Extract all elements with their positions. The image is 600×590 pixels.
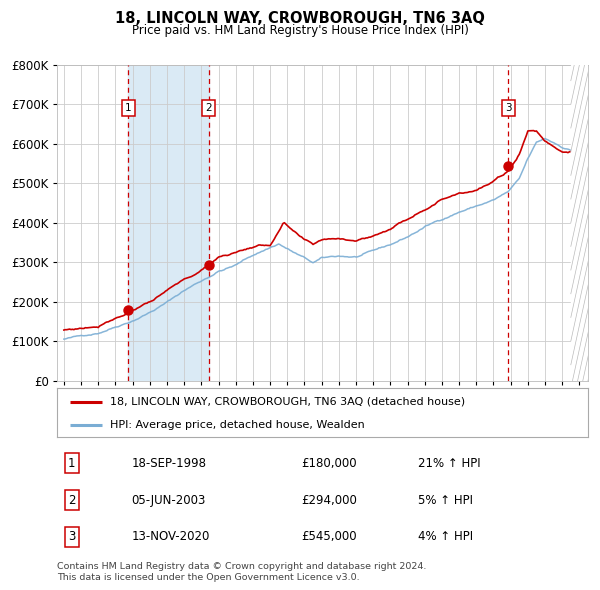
Text: 1: 1 <box>125 103 131 113</box>
Text: 2: 2 <box>68 493 76 507</box>
Bar <box>571 65 600 381</box>
Bar <box>128 65 209 381</box>
Text: £545,000: £545,000 <box>301 530 357 543</box>
Text: 3: 3 <box>505 103 512 113</box>
Text: £294,000: £294,000 <box>301 493 357 507</box>
Text: 05-JUN-2003: 05-JUN-2003 <box>131 493 206 507</box>
Text: HPI: Average price, detached house, Wealden: HPI: Average price, detached house, Weal… <box>110 419 365 430</box>
Text: Contains HM Land Registry data © Crown copyright and database right 2024.: Contains HM Land Registry data © Crown c… <box>57 562 427 571</box>
Text: 18, LINCOLN WAY, CROWBOROUGH, TN6 3AQ (detached house): 18, LINCOLN WAY, CROWBOROUGH, TN6 3AQ (d… <box>110 396 465 407</box>
Text: 2: 2 <box>205 103 212 113</box>
Text: This data is licensed under the Open Government Licence v3.0.: This data is licensed under the Open Gov… <box>57 573 359 582</box>
Text: 5% ↑ HPI: 5% ↑ HPI <box>418 493 473 507</box>
Text: 18, LINCOLN WAY, CROWBOROUGH, TN6 3AQ: 18, LINCOLN WAY, CROWBOROUGH, TN6 3AQ <box>115 11 485 25</box>
Text: 3: 3 <box>68 530 76 543</box>
Text: 13-NOV-2020: 13-NOV-2020 <box>131 530 210 543</box>
Text: 1: 1 <box>68 457 76 470</box>
Text: 18-SEP-1998: 18-SEP-1998 <box>131 457 206 470</box>
Text: 21% ↑ HPI: 21% ↑ HPI <box>418 457 481 470</box>
Text: 4% ↑ HPI: 4% ↑ HPI <box>418 530 473 543</box>
Text: £180,000: £180,000 <box>301 457 357 470</box>
Text: Price paid vs. HM Land Registry's House Price Index (HPI): Price paid vs. HM Land Registry's House … <box>131 24 469 37</box>
